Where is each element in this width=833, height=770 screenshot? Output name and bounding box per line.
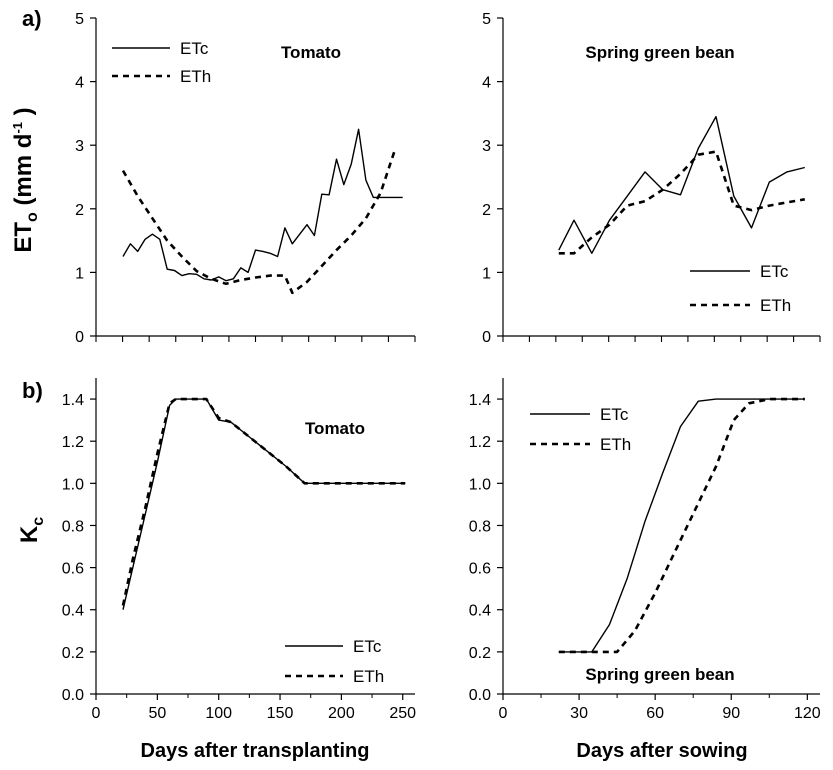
a-tomato-title: Tomato xyxy=(281,43,341,62)
b-bean-series-etc xyxy=(558,398,805,653)
b-tomato-legend-label-eth: ETh xyxy=(353,667,384,686)
bottom-left-xlabel: Days after transplanting xyxy=(140,740,370,762)
a-bean-ytick-label: 1 xyxy=(482,265,491,282)
b-bean-xtick-label: 30 xyxy=(570,705,588,722)
b-bean-xtick-label: 90 xyxy=(722,705,740,722)
a-bean-ytick-label: 3 xyxy=(482,138,491,155)
a-tomato-ytick-label: 1 xyxy=(75,265,84,282)
b-tomato-xtick-label: 100 xyxy=(205,705,232,722)
b-tomato-ytick-label: 1.4 xyxy=(62,392,84,409)
b-tomato-xtick-label: 50 xyxy=(148,705,166,722)
a-bean-legend-label-eth: ETh xyxy=(760,296,791,315)
b-bean-ytick-label: 1.2 xyxy=(469,434,491,451)
a-bean-series-etc xyxy=(558,115,805,255)
a-bean-title: Spring green bean xyxy=(585,43,734,62)
a-tomato-ytick-label: 0 xyxy=(75,329,84,346)
b-bean-ytick-label: 0.4 xyxy=(469,603,491,620)
b-bean-ytick-label: 0.8 xyxy=(469,518,491,535)
a-bean-ytick-label: 5 xyxy=(482,11,491,28)
b-bean-ytick-label: 0.6 xyxy=(469,561,491,578)
a-bean-ytick-label: 4 xyxy=(482,75,491,92)
a-tomato-legend-label-eth: ETh xyxy=(180,67,211,86)
panel-b-label: b) xyxy=(22,378,43,403)
b-tomato-ytick-label: 0.8 xyxy=(62,518,84,535)
b-tomato-ytick-label: 0.0 xyxy=(62,687,84,704)
panel-a-label: a) xyxy=(22,6,42,31)
a-tomato-ytick-label: 5 xyxy=(75,11,84,28)
b-tomato-ytick-label: 0.4 xyxy=(62,603,84,620)
b-bean-xtick-label: 120 xyxy=(794,705,821,722)
b-bean-ytick-label: 1.0 xyxy=(469,476,491,493)
a-tomato-legend-label-etc: ETc xyxy=(180,39,209,58)
b-tomato-xtick-label: 150 xyxy=(267,705,294,722)
b-tomato-ytick-label: 0.2 xyxy=(62,645,84,662)
b-tomato-xtick-label: 0 xyxy=(92,705,101,722)
b-tomato-ytick-label: 1.2 xyxy=(62,434,84,451)
a-tomato-ytick-label: 4 xyxy=(75,75,84,92)
bottom-right-xlabel: Days after sowing xyxy=(576,740,748,762)
a-bean-legend-label-etc: ETc xyxy=(760,262,789,281)
b-bean-ytick-label: 1.4 xyxy=(469,392,491,409)
a-tomato-series-eth xyxy=(121,147,397,295)
a-tomato-ytick-label: 2 xyxy=(75,202,84,219)
a-bean-series-eth xyxy=(558,150,806,255)
b-bean-ytick-label: 0.2 xyxy=(469,645,491,662)
a-bean-ytick-label: 2 xyxy=(482,202,491,219)
b-bean-ytick-label: 0.0 xyxy=(469,687,491,704)
b-tomato-series-eth xyxy=(121,397,406,606)
b-tomato-ytick-label: 0.6 xyxy=(62,561,84,578)
b-bean-xtick-label: 60 xyxy=(646,705,664,722)
b-tomato-legend-label-etc: ETc xyxy=(353,637,382,656)
b-bean-title: Spring green bean xyxy=(585,665,734,684)
b-tomato-xtick-label: 200 xyxy=(328,705,355,722)
a-bean-ytick-label: 0 xyxy=(482,329,491,346)
b-tomato-ytick-label: 1.0 xyxy=(62,476,84,493)
b-bean-legend-label-eth: ETh xyxy=(600,435,631,454)
a-tomato-ytick-label: 3 xyxy=(75,138,84,155)
b-tomato-title: Tomato xyxy=(305,419,365,438)
b-bean-legend-label-etc: ETc xyxy=(600,405,629,424)
a-tomato-series-etc xyxy=(122,128,403,282)
b-bean-series-eth xyxy=(558,397,805,654)
b-tomato-xtick-label: 250 xyxy=(389,705,416,722)
b-bean-xtick-label: 0 xyxy=(499,705,508,722)
